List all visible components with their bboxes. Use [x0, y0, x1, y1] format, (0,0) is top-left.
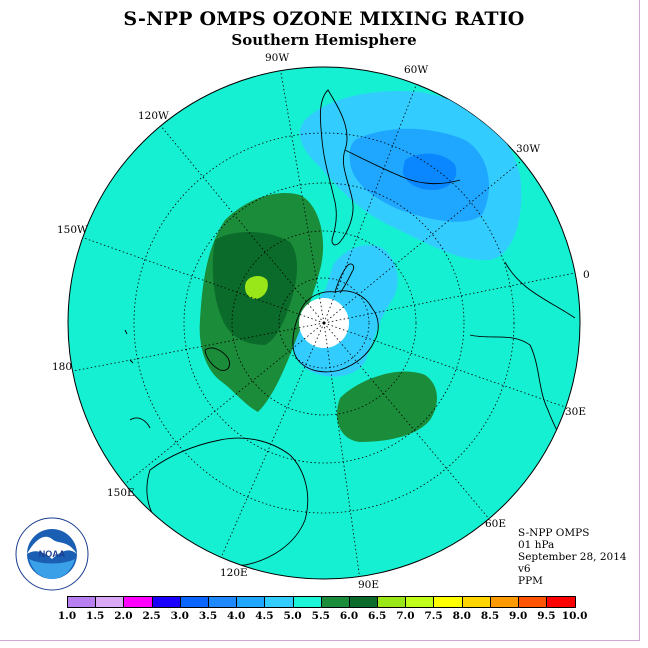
- color-scale-swatch: [96, 597, 125, 607]
- color-scale-swatch: [462, 597, 491, 607]
- lon-label-0: 0: [583, 269, 590, 281]
- color-scale-swatch: [208, 597, 238, 607]
- color-scale-tick: 2.0: [114, 610, 133, 622]
- page-title: S-NPP OMPS OZONE MIXING RATIO: [123, 8, 525, 30]
- color-scale-tick: 3.5: [198, 610, 218, 622]
- lon-label-30w: 30W: [516, 143, 540, 155]
- color-scale-tick: 6.5: [368, 610, 387, 622]
- graticule: [68, 67, 580, 579]
- color-scale-swatch: [378, 597, 407, 607]
- color-scale-tick: 7.5: [424, 610, 443, 622]
- info-units: PPM: [518, 575, 543, 587]
- lon-label-60w: 60W: [404, 64, 428, 76]
- color-scale-swatch: [265, 597, 294, 607]
- info-level: 01 hPa: [518, 539, 555, 551]
- info-instrument: S-NPP OMPS: [518, 527, 590, 539]
- lon-label-90e: 90E: [358, 579, 379, 591]
- color-scale-swatch: [152, 597, 181, 607]
- color-scale-swatch: [519, 597, 548, 607]
- ozone-region-5-5-indian: [336, 371, 437, 442]
- page-subtitle: Southern Hemisphere: [231, 31, 417, 49]
- color-scale-tick: 1.0: [57, 610, 77, 622]
- color-scale-swatch: [321, 597, 350, 607]
- ozone-region-6-5-pacific: [245, 276, 268, 299]
- color-scale-tick: 8.0: [452, 610, 471, 622]
- lon-label-150e: 150E: [107, 487, 135, 499]
- color-scale-tick: 9.0: [509, 610, 528, 622]
- lon-label-180: 180: [52, 361, 72, 373]
- color-scale-swatch: [68, 597, 97, 607]
- color-scale-swatch: [293, 597, 322, 607]
- color-scale-tick: 1.5: [86, 610, 105, 622]
- color-scale-tick: 7.0: [396, 610, 415, 622]
- figure-frame: [0, 0, 640, 641]
- color-scale-tick: 3.0: [170, 610, 189, 622]
- color-scale-ticks: 1.0 1.5 2.0 2.5 3.0 3.5 4.0 4.5 5.0 5.5 6.0 6.5 7.0 7…: [0, 610, 648, 624]
- noaa-logo: NOAA: [15, 517, 89, 591]
- south-pole-marker: [322, 321, 326, 325]
- info-version: v6: [518, 563, 531, 575]
- lon-label-120w: 120W: [138, 110, 169, 122]
- lon-label-90w: 90W: [265, 52, 289, 64]
- color-scale-tick: 5.0: [283, 610, 302, 622]
- lon-label-120e: 120E: [220, 567, 248, 579]
- color-scale-tick: 6.0: [339, 610, 359, 622]
- color-scale-tick: 5.5: [311, 610, 330, 622]
- color-scale-swatch: [406, 597, 435, 607]
- color-scale-tick: 10.0: [561, 610, 588, 622]
- product-info: S-NPP OMPS 01 hPa September 28, 2014 v6 …: [518, 527, 627, 587]
- ozone-region-3-0: [402, 153, 457, 190]
- color-scale-swatch: [237, 597, 266, 607]
- info-date: September 28, 2014: [518, 551, 627, 563]
- lon-label-30e: 30E: [565, 406, 586, 418]
- color-scale-tick: 9.5: [537, 610, 556, 622]
- lon-label-60e: 60E: [485, 518, 506, 530]
- color-scale-swatch: [547, 597, 576, 607]
- color-scale-swatch: [434, 597, 463, 607]
- color-scale-tick: 4.0: [227, 610, 246, 622]
- color-scale-tick: 8.5: [480, 610, 500, 622]
- color-scale-swatch: [180, 597, 209, 607]
- color-scale-swatch: [349, 597, 379, 607]
- color-scale: [67, 596, 577, 608]
- lon-label-150w: 150W: [57, 224, 88, 236]
- color-scale-swatch: [490, 597, 519, 607]
- noaa-logo-text: NOAA: [39, 549, 66, 559]
- color-scale-tick: 4.5: [255, 610, 274, 622]
- color-scale-tick: 2.5: [142, 610, 161, 622]
- color-scale-swatch: [124, 597, 153, 607]
